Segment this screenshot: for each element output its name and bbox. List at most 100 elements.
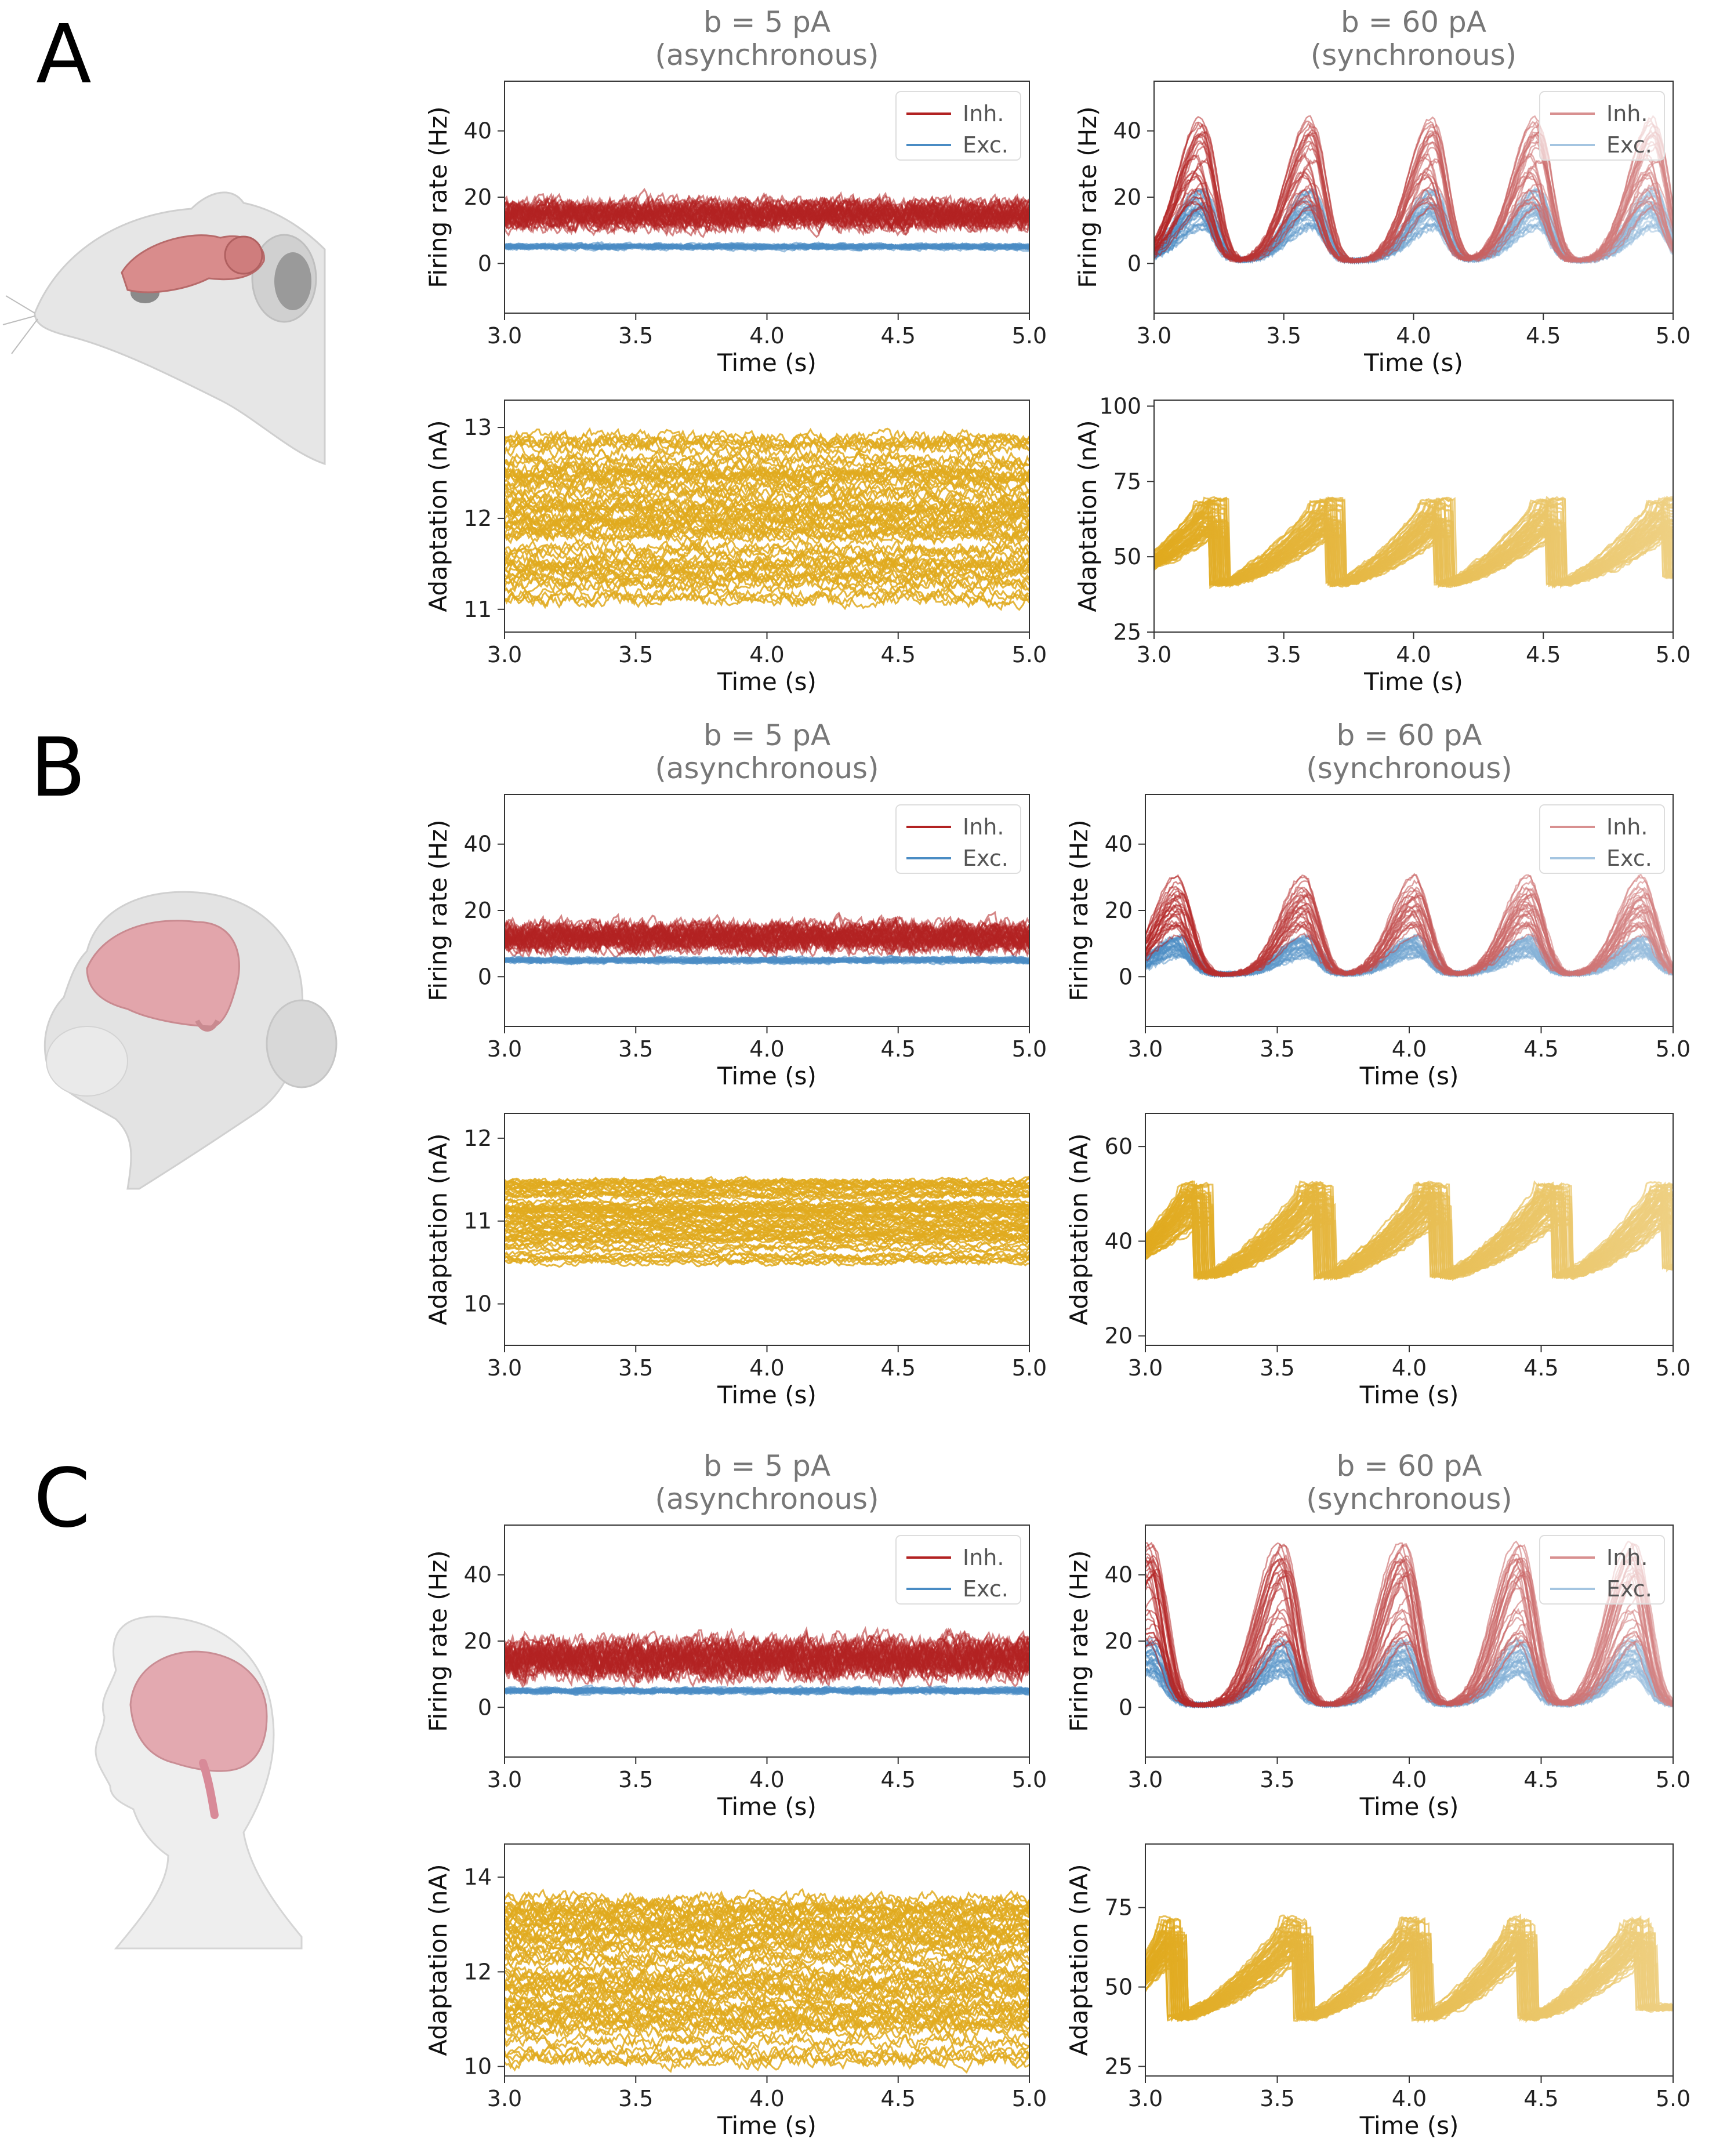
adaptation-line	[505, 1189, 1029, 1200]
panel-letter-c: C	[34, 1451, 90, 1546]
adaptation-line	[505, 2043, 1029, 2065]
adaptation-line	[505, 2051, 1029, 2074]
adaptation-line	[505, 1909, 1029, 1932]
adaptation-line	[505, 433, 1029, 456]
x-tick-label: 4.0	[749, 1355, 784, 1381]
x-tick-label: 4.0	[1392, 1036, 1427, 1062]
y-tick-label: 40	[464, 832, 492, 857]
adaptation-line	[505, 560, 1029, 583]
y-axis-label: Firing rate (Hz)	[1065, 1550, 1093, 1732]
chart-A-rate-async: 3.0 3.5 4.0 4.5 5.0 0 20 40 Time (s) Firing rate …	[424, 5, 1047, 377]
x-tick-label: 4.5	[1523, 2086, 1558, 2111]
x-tick-label: 4.0	[1392, 2086, 1427, 2111]
adaptation-line	[505, 2030, 1029, 2053]
x-axis-label: Time (s)	[1363, 667, 1463, 696]
adaptation-line	[505, 539, 1029, 561]
x-axis-label: Time (s)	[1363, 349, 1463, 377]
y-tick-label: 50	[1113, 544, 1141, 569]
y-tick-label: 11	[464, 1208, 492, 1234]
adaptation-line	[505, 438, 1029, 462]
x-tick-label: 5.0	[1656, 642, 1690, 667]
legend-label-inh: Inh.	[1606, 814, 1648, 840]
x-tick-label: 3.0	[1128, 1767, 1163, 1792]
adaptation-line	[505, 1926, 1029, 1948]
chart-C-adapt-async: 3.0 3.5 4.0 4.5 5.0 10 12 14 Time (s) Adaptation …	[424, 1843, 1047, 2140]
y-tick-label: 20	[1113, 184, 1141, 210]
adaptation-line	[505, 1920, 1029, 1943]
adaptation-line	[505, 1182, 1029, 1195]
adaptation-line	[505, 1899, 1029, 1921]
adaptation-line	[505, 466, 1029, 490]
adaptation-line	[505, 449, 1029, 471]
y-tick-label: 10	[464, 1291, 492, 1317]
y-tick-label: 0	[478, 1694, 492, 1720]
x-tick-label: 3.5	[1267, 642, 1301, 667]
x-tick-label: 4.5	[1523, 1036, 1558, 1062]
y-axis-label: Adaptation (nA)	[424, 420, 452, 612]
y-tick-label: 40	[1113, 118, 1141, 144]
adaptation-line	[505, 2005, 1029, 2028]
adaptation-line	[505, 1925, 1029, 1949]
adaptation-line	[505, 1947, 1029, 1972]
legend-box	[895, 91, 1021, 161]
x-tick-label: 3.5	[618, 1767, 653, 1792]
x-tick-label: 4.5	[881, 1036, 916, 1062]
x-tick-label: 3.0	[1128, 2086, 1163, 2111]
monkey-illustration	[43, 891, 338, 1190]
x-tick-label: 4.5	[881, 1355, 916, 1381]
x-tick-label: 4.0	[1396, 642, 1431, 667]
chart-subtitle: (asynchronous)	[655, 1482, 879, 1516]
x-tick-label: 5.0	[1656, 2086, 1690, 2111]
y-axis-label: Adaptation (nA)	[1073, 420, 1102, 612]
x-tick-label: 4.5	[1526, 642, 1561, 667]
y-tick-label: 11	[464, 597, 492, 622]
legend-label-exc: Exc.	[963, 1576, 1008, 1602]
exc-rate-line	[505, 241, 1029, 250]
x-tick-label: 4.0	[749, 1036, 784, 1062]
x-axis-label: Time (s)	[1359, 1381, 1459, 1409]
y-tick-label: 0	[1119, 1694, 1133, 1720]
adaptation-line	[505, 525, 1029, 544]
x-tick-label: 3.0	[1137, 323, 1171, 349]
y-tick-label: 40	[1105, 1228, 1133, 1254]
x-tick-label: 4.0	[749, 642, 784, 667]
plot-area	[505, 187, 1029, 253]
x-tick-label: 3.5	[618, 323, 653, 349]
x-tick-label: 5.0	[1012, 1767, 1047, 1792]
plot-area	[1145, 1113, 1673, 1345]
adaptation-line	[505, 1232, 1029, 1244]
x-tick-label: 3.5	[1267, 323, 1301, 349]
x-tick-label: 4.5	[881, 2086, 916, 2111]
x-tick-label: 3.0	[487, 1036, 522, 1062]
adaptation-line	[505, 1203, 1029, 1215]
chart-subtitle: (asynchronous)	[655, 38, 879, 72]
y-tick-label: 50	[1105, 1974, 1133, 2000]
y-tick-label: 40	[464, 1562, 492, 1588]
chart-subtitle: (synchronous)	[1306, 1482, 1512, 1516]
adaptation-line	[505, 1217, 1029, 1229]
x-tick-label: 4.5	[1523, 1767, 1558, 1792]
x-tick-label: 3.5	[618, 642, 653, 667]
x-axis-label: Time (s)	[717, 1381, 817, 1409]
adaptation-line	[505, 463, 1029, 488]
x-axis-label: Time (s)	[717, 667, 817, 696]
x-tick-label: 3.0	[487, 1355, 522, 1381]
chart-subtitle: (asynchronous)	[655, 752, 879, 785]
plot-area	[1154, 400, 1673, 632]
adaptation-line	[505, 1896, 1029, 1919]
y-tick-label: 40	[1105, 832, 1133, 857]
x-tick-label: 4.5	[881, 323, 916, 349]
adaptation-line	[505, 1937, 1029, 1960]
x-tick-label: 3.0	[487, 642, 522, 667]
legend-label-exc: Exc.	[963, 132, 1008, 158]
plot-area	[505, 427, 1029, 611]
y-tick-label: 0	[478, 964, 492, 989]
x-axis-label: Time (s)	[717, 349, 817, 377]
y-axis-label: Adaptation (nA)	[1065, 1133, 1093, 1325]
exc-rate-line	[505, 954, 1029, 963]
x-tick-label: 5.0	[1656, 1355, 1690, 1381]
chart-C-adapt-sync: 3.0 3.5 4.0 4.5 5.0 25 50 75 Time (s) Adaptation …	[1065, 1843, 1690, 2140]
adaptation-line	[505, 517, 1029, 541]
chart-B-rate-sync: 3.0 3.5 4.0 4.5 5.0 0 20 40 Time (s) Firing rate …	[1065, 718, 1690, 1090]
adaptation-line	[505, 1943, 1029, 1965]
